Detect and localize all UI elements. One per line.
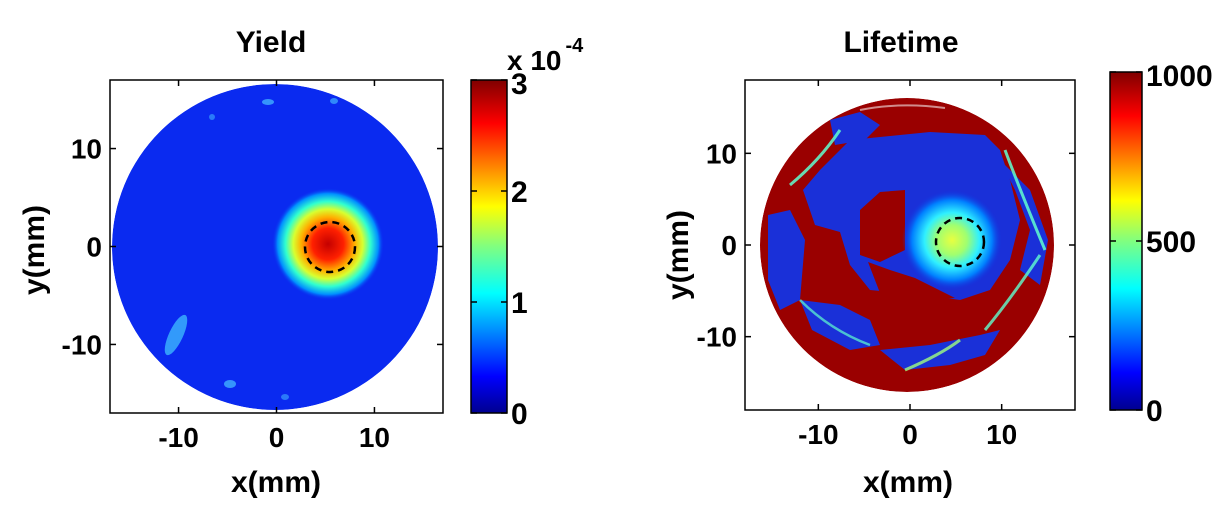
yield-colorbar-tick-label: 3 <box>511 68 528 101</box>
lifetime-colorbar-tick-label: 0 <box>1146 395 1163 428</box>
lifetime-low-region <box>768 210 805 310</box>
lifetime-high-region <box>868 262 955 300</box>
yield-ytick-label: -10 <box>62 329 102 360</box>
lifetime-xlabel: x(mm) <box>863 466 953 499</box>
yield-ytick-label: 10 <box>71 134 102 165</box>
lifetime-boundary-streak <box>789 129 842 187</box>
yield-colorbar-multiplier-exponent: -4 <box>566 35 585 57</box>
yield-panel: Yield -10 0 10 10 0 -10 y(mm) x(mm) 0 1 2 3 x 10… <box>18 26 584 499</box>
lifetime-low-region <box>880 330 1000 370</box>
lifetime-heatmap <box>760 98 1054 392</box>
yield-ytick-label: 0 <box>86 232 102 263</box>
lifetime-ytick-label: 10 <box>706 138 737 169</box>
yield-colorbar-multiplier-base: x 10 <box>507 45 562 76</box>
lifetime-title: Lifetime <box>843 26 958 59</box>
yield-heatmap <box>112 84 438 410</box>
yield-xlabel: x(mm) <box>231 466 321 499</box>
yield-xtick-label: 0 <box>269 422 285 453</box>
lifetime-low-region <box>1000 160 1048 285</box>
lifetime-low-region <box>830 112 880 145</box>
lifetime-ylabel: y(mm) <box>662 210 695 300</box>
lifetime-xtick-label: -10 <box>798 419 838 450</box>
lifetime-dashed-circle <box>934 216 986 268</box>
yield-artifact <box>224 380 236 388</box>
lifetime-boundary-streak <box>799 299 871 347</box>
yield-artifact <box>209 114 215 120</box>
lifetime-colorbar-tick-label: 500 <box>1146 226 1196 259</box>
yield-colorbar-tick-label: 1 <box>511 287 528 320</box>
yield-colorbar-tick-label: 2 <box>511 176 528 209</box>
lifetime-center-spot <box>902 190 1002 290</box>
yield-dashed-circle <box>303 220 357 274</box>
lifetime-panel: Lifetime -10 0 10 10 0 -10 <box>662 26 1213 499</box>
lifetime-boundary-streak <box>904 338 961 372</box>
lifetime-boundary-streak <box>983 254 1042 331</box>
lifetime-boundary-streak <box>859 104 946 111</box>
lifetime-colorbar-tick-layer: 0 500 1000 <box>1110 60 1213 428</box>
yield-colorbar-tick-layer: 0 1 2 3 <box>471 68 528 431</box>
lifetime-colorbar-tick-label: 1000 <box>1146 60 1213 93</box>
yield-artifact <box>281 394 289 400</box>
yield-artifact <box>330 98 338 104</box>
lifetime-ytick-label: 0 <box>721 230 737 261</box>
lifetime-tick-layer: -10 0 10 10 0 -10 <box>697 80 1075 450</box>
yield-artifact <box>262 99 274 105</box>
yield-tick-layer: -10 0 10 10 0 -10 <box>62 80 443 453</box>
lifetime-xtick-label: 10 <box>986 419 1017 450</box>
lifetime-ytick-label: -10 <box>697 322 737 353</box>
yield-colorbar-multiplier: x 10 -4 <box>507 35 584 76</box>
yield-hotspot <box>272 188 384 300</box>
yield-colorbar-tick-label: 0 <box>511 398 528 431</box>
lifetime-high-region <box>860 190 905 262</box>
yield-xtick-label: -10 <box>158 422 198 453</box>
lifetime-boundary-streak <box>1003 149 1047 251</box>
lifetime-xtick-label: 0 <box>902 419 918 450</box>
yield-artifact <box>164 314 188 356</box>
yield-xtick-label: 10 <box>359 422 390 453</box>
lifetime-low-region <box>800 300 880 350</box>
yield-colorbar <box>470 79 508 414</box>
yield-ylabel: y(mm) <box>18 205 51 295</box>
yield-title: Yield <box>236 26 307 59</box>
